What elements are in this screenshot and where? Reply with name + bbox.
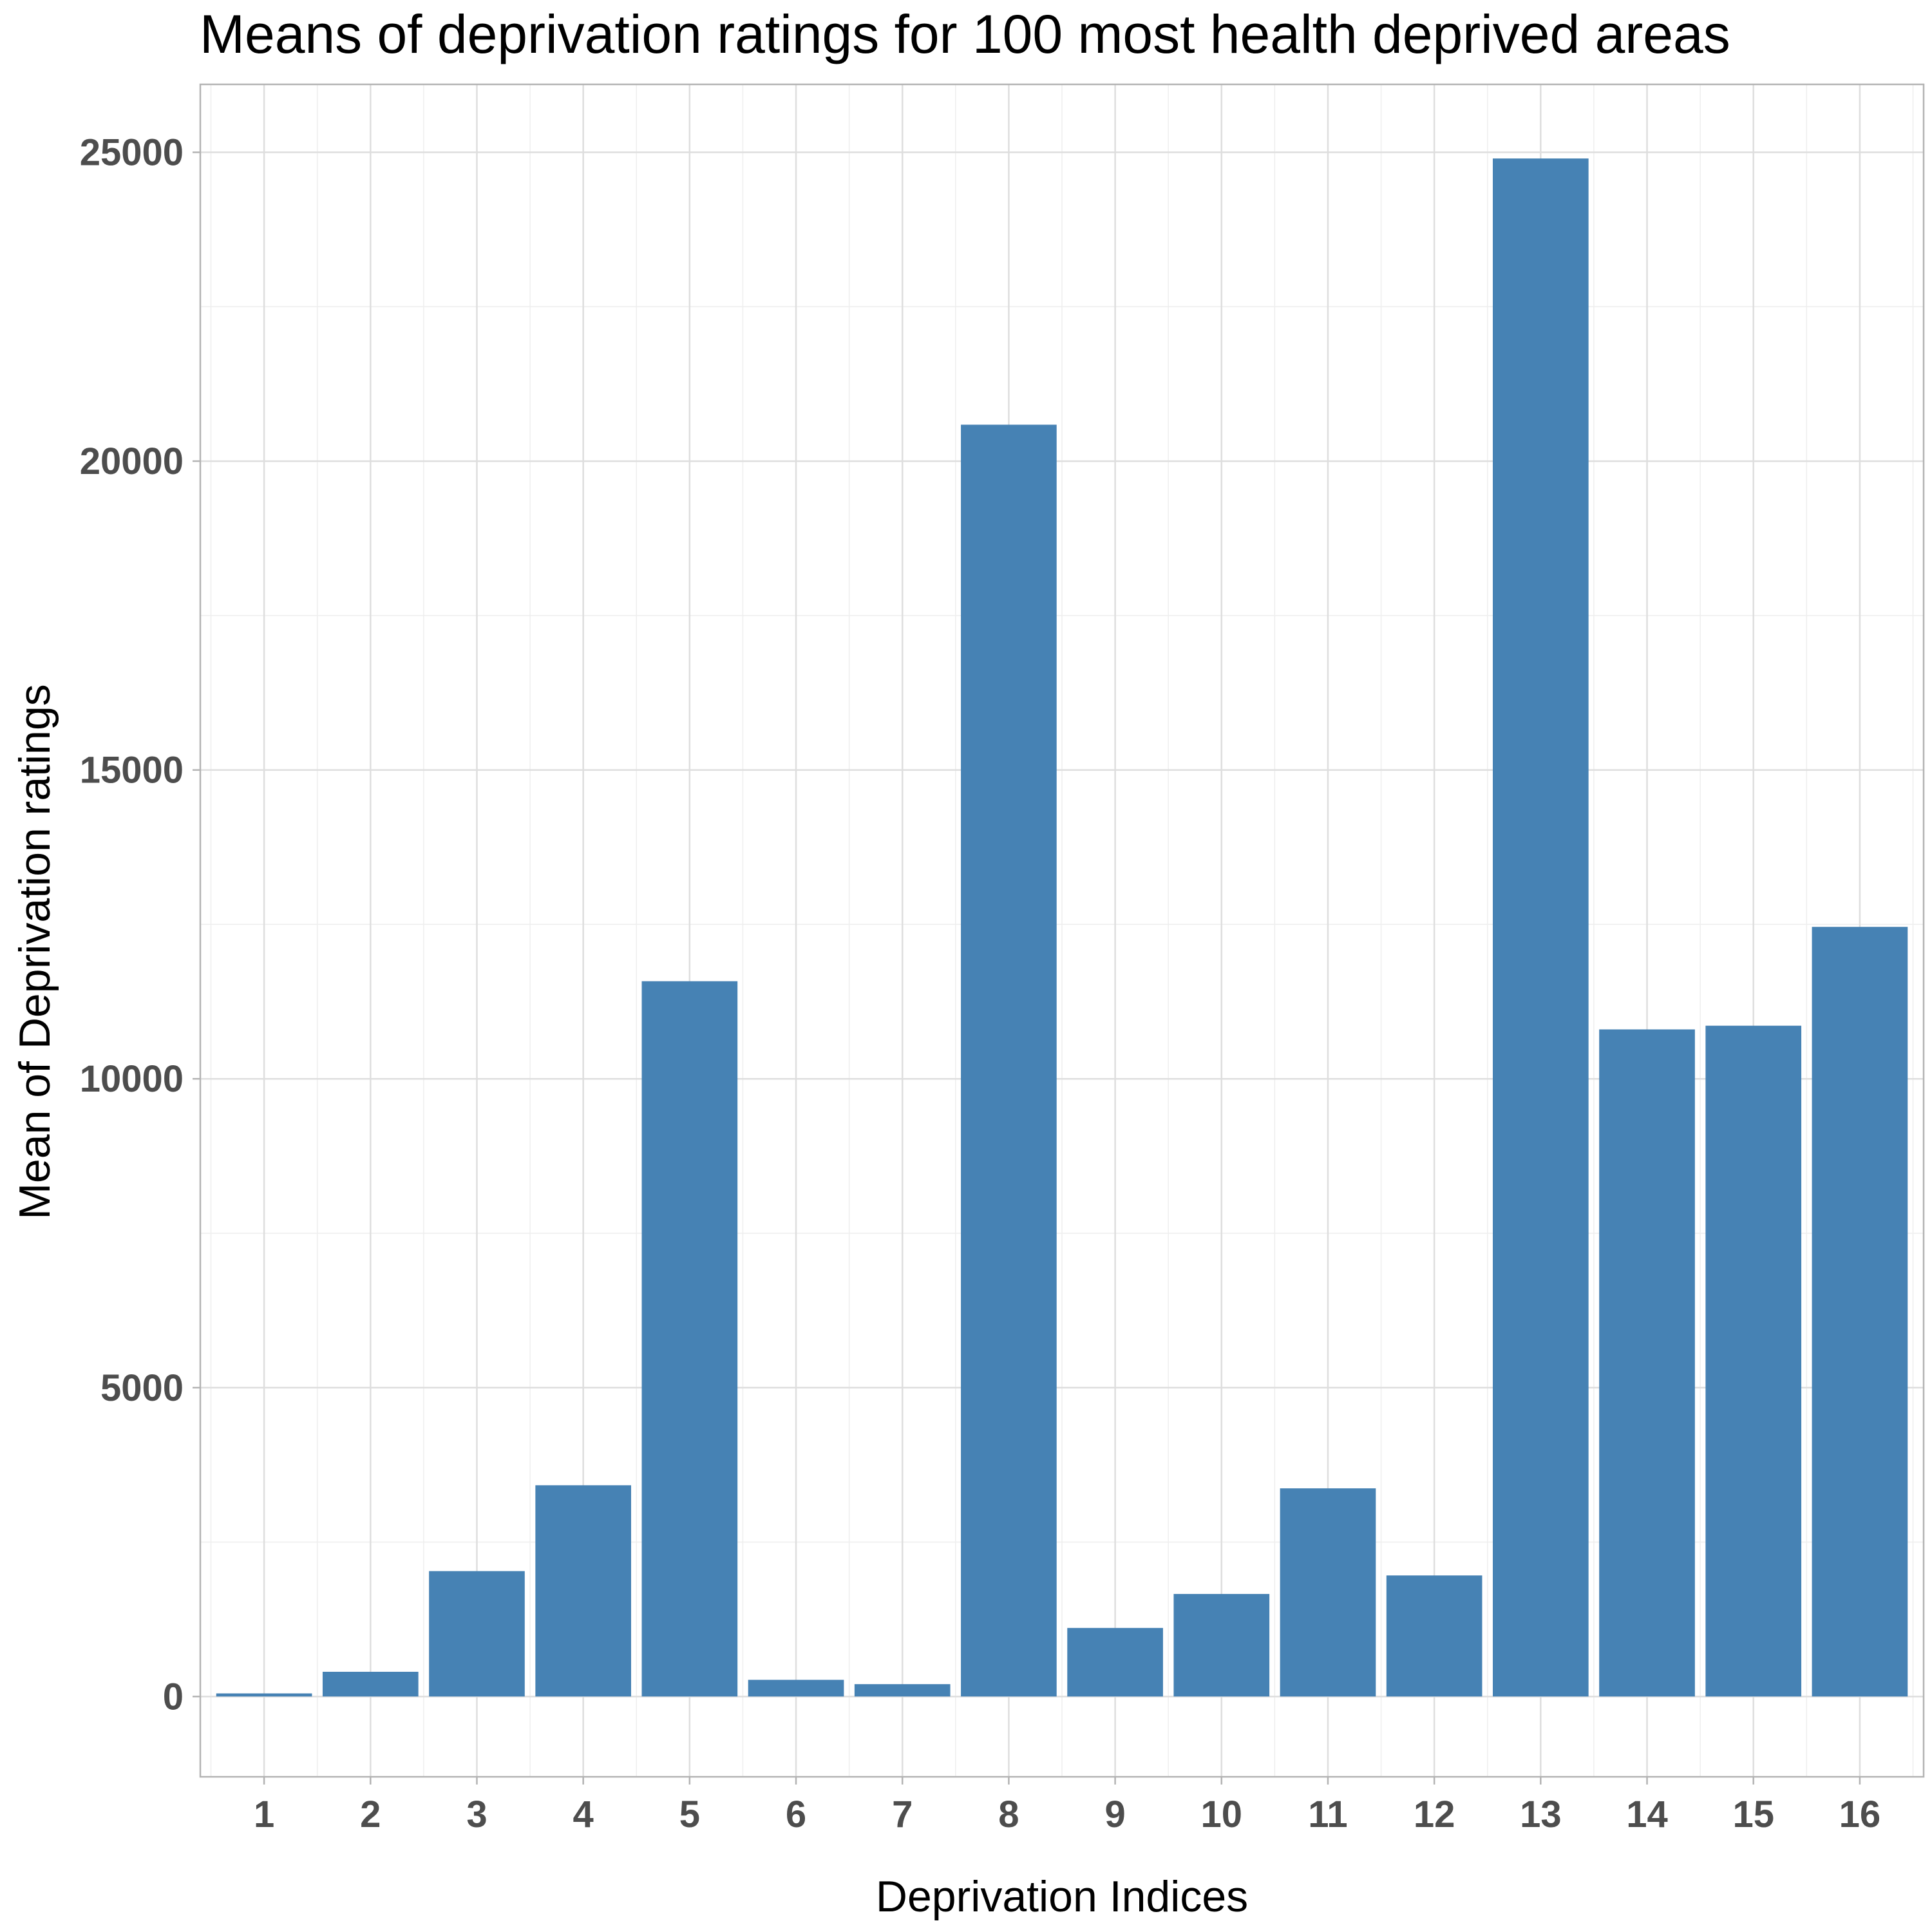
y-tick-label: 25000 [80,132,184,174]
bar-11 [1280,1488,1376,1697]
y-tick-label: 20000 [80,440,184,482]
x-tick-label: 9 [1104,1794,1125,1835]
bar-13 [1493,158,1589,1697]
x-tick-label: 1 [254,1794,274,1835]
y-axis-tick-labels: 0 5000 10000 15000 20000 25000 [80,132,184,1718]
bar-9 [1067,1627,1163,1697]
x-tick-label: 15 [1732,1794,1774,1835]
bar-15 [1705,1025,1802,1697]
y-tick-label: 5000 [100,1367,184,1409]
bar-3 [429,1571,525,1697]
bar-2 [322,1671,419,1697]
chart-title: Means of deprivation ratings for 100 mos… [200,4,1730,64]
x-tick-label: 6 [786,1794,806,1835]
y-tick-label: 15000 [80,750,184,791]
x-tick-label: 3 [466,1794,487,1835]
bar-16 [1812,927,1908,1697]
bar-5 [641,981,738,1697]
x-tick-label: 2 [360,1794,381,1835]
x-tick-label: 5 [679,1794,700,1835]
x-tick-label: 4 [573,1794,594,1835]
x-tick-label: 13 [1520,1794,1562,1835]
bar-1 [216,1693,312,1697]
y-axis-title: Mean of Deprivation ratings [10,684,59,1220]
bar-10 [1173,1594,1270,1697]
x-tick-label: 16 [1839,1794,1881,1835]
x-tick-label: 12 [1414,1794,1455,1835]
axis-ticks [193,151,1861,1785]
y-tick-label: 0 [163,1676,184,1718]
bar-14 [1599,1029,1695,1697]
bars [216,158,1908,1697]
bar-8 [961,424,1057,1697]
plot-panel-border [199,83,1925,1778]
x-axis-title: Deprivation Indices [876,1872,1248,1921]
bar-12 [1386,1575,1482,1697]
x-tick-label: 8 [998,1794,1019,1835]
x-tick-label: 10 [1201,1794,1243,1835]
x-tick-label: 14 [1626,1794,1668,1835]
x-axis-tick-labels: 1 2 3 4 5 6 7 8 9 10 11 12 13 14 15 16 [254,1794,1880,1835]
bar-7 [854,1684,951,1697]
x-tick-label: 11 [1308,1794,1347,1835]
x-tick-label: 7 [892,1794,913,1835]
y-tick-label: 10000 [80,1058,184,1100]
bar-6 [748,1680,844,1697]
bar-4 [535,1485,631,1697]
